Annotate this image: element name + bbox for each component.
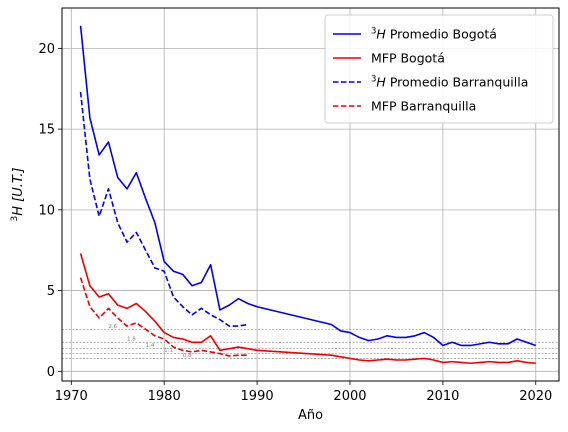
y-tick-label: 5 [47,284,55,299]
y-tick-label: 0 [47,365,55,380]
plot-frame [61,7,560,382]
legend-entry-2: 3H Promedio Barranquilla [371,75,528,90]
y-axis-label-text: H [U.T.] [11,168,26,216]
series-layer [79,25,537,365]
legend-entry-label: Promedio Barranquilla [390,75,529,90]
legend-entry-symbol: H [376,27,386,42]
legend-entry-symbol: H [376,75,386,90]
x-tick-label: 2010 [426,389,459,404]
x-tick-label: 1990 [241,389,274,404]
legend-entry-label: MFP Barranquilla [371,99,476,114]
reference-lines: 2.6 1.8 1.4 1.1 0.8 [62,324,559,359]
x-tick-label: 1970 [55,389,88,404]
x-axis-label: Año [298,408,323,423]
y-tick-label: 20 [38,42,55,57]
y-axis-label: 3H [U.T.] [10,168,26,222]
series-line-1 [79,253,536,365]
y-tick-label: 10 [38,203,55,218]
legend-entry-1: MFP Bogotá [371,51,445,66]
y-tick-label: 15 [38,123,55,138]
reference-line-label: 1.1 [164,348,173,354]
legend-entry-superscript: 3 [371,75,376,85]
reference-line-label: 0.8 [183,353,192,359]
legend-entry-0: 3H Promedio Bogotá [371,27,497,42]
series-line-0 [79,25,537,347]
x-tick-label: 2000 [333,389,366,404]
legend-entry-label: Promedio Bogotá [390,27,497,42]
series-line-2 [79,91,248,327]
legend-entry-3: MFP Barranquilla [371,99,476,114]
series-line-3 [79,277,248,357]
reference-line-label: 1.4 [146,343,155,349]
legend-box [324,14,554,124]
y-axis-label-superscript: 3 [10,216,20,222]
reference-line-label: 1.8 [127,337,136,343]
axis-ticks: 1970 1980 1990 2000 2010 2020 0 5 10 15 20 [38,42,552,404]
legend-entry-superscript: 3 [371,27,376,37]
legend-entry-label: MFP Bogotá [371,51,445,66]
x-tick-label: 2020 [519,389,552,404]
reference-line-label: 2.6 [108,324,117,330]
x-tick-label: 1980 [148,389,181,404]
